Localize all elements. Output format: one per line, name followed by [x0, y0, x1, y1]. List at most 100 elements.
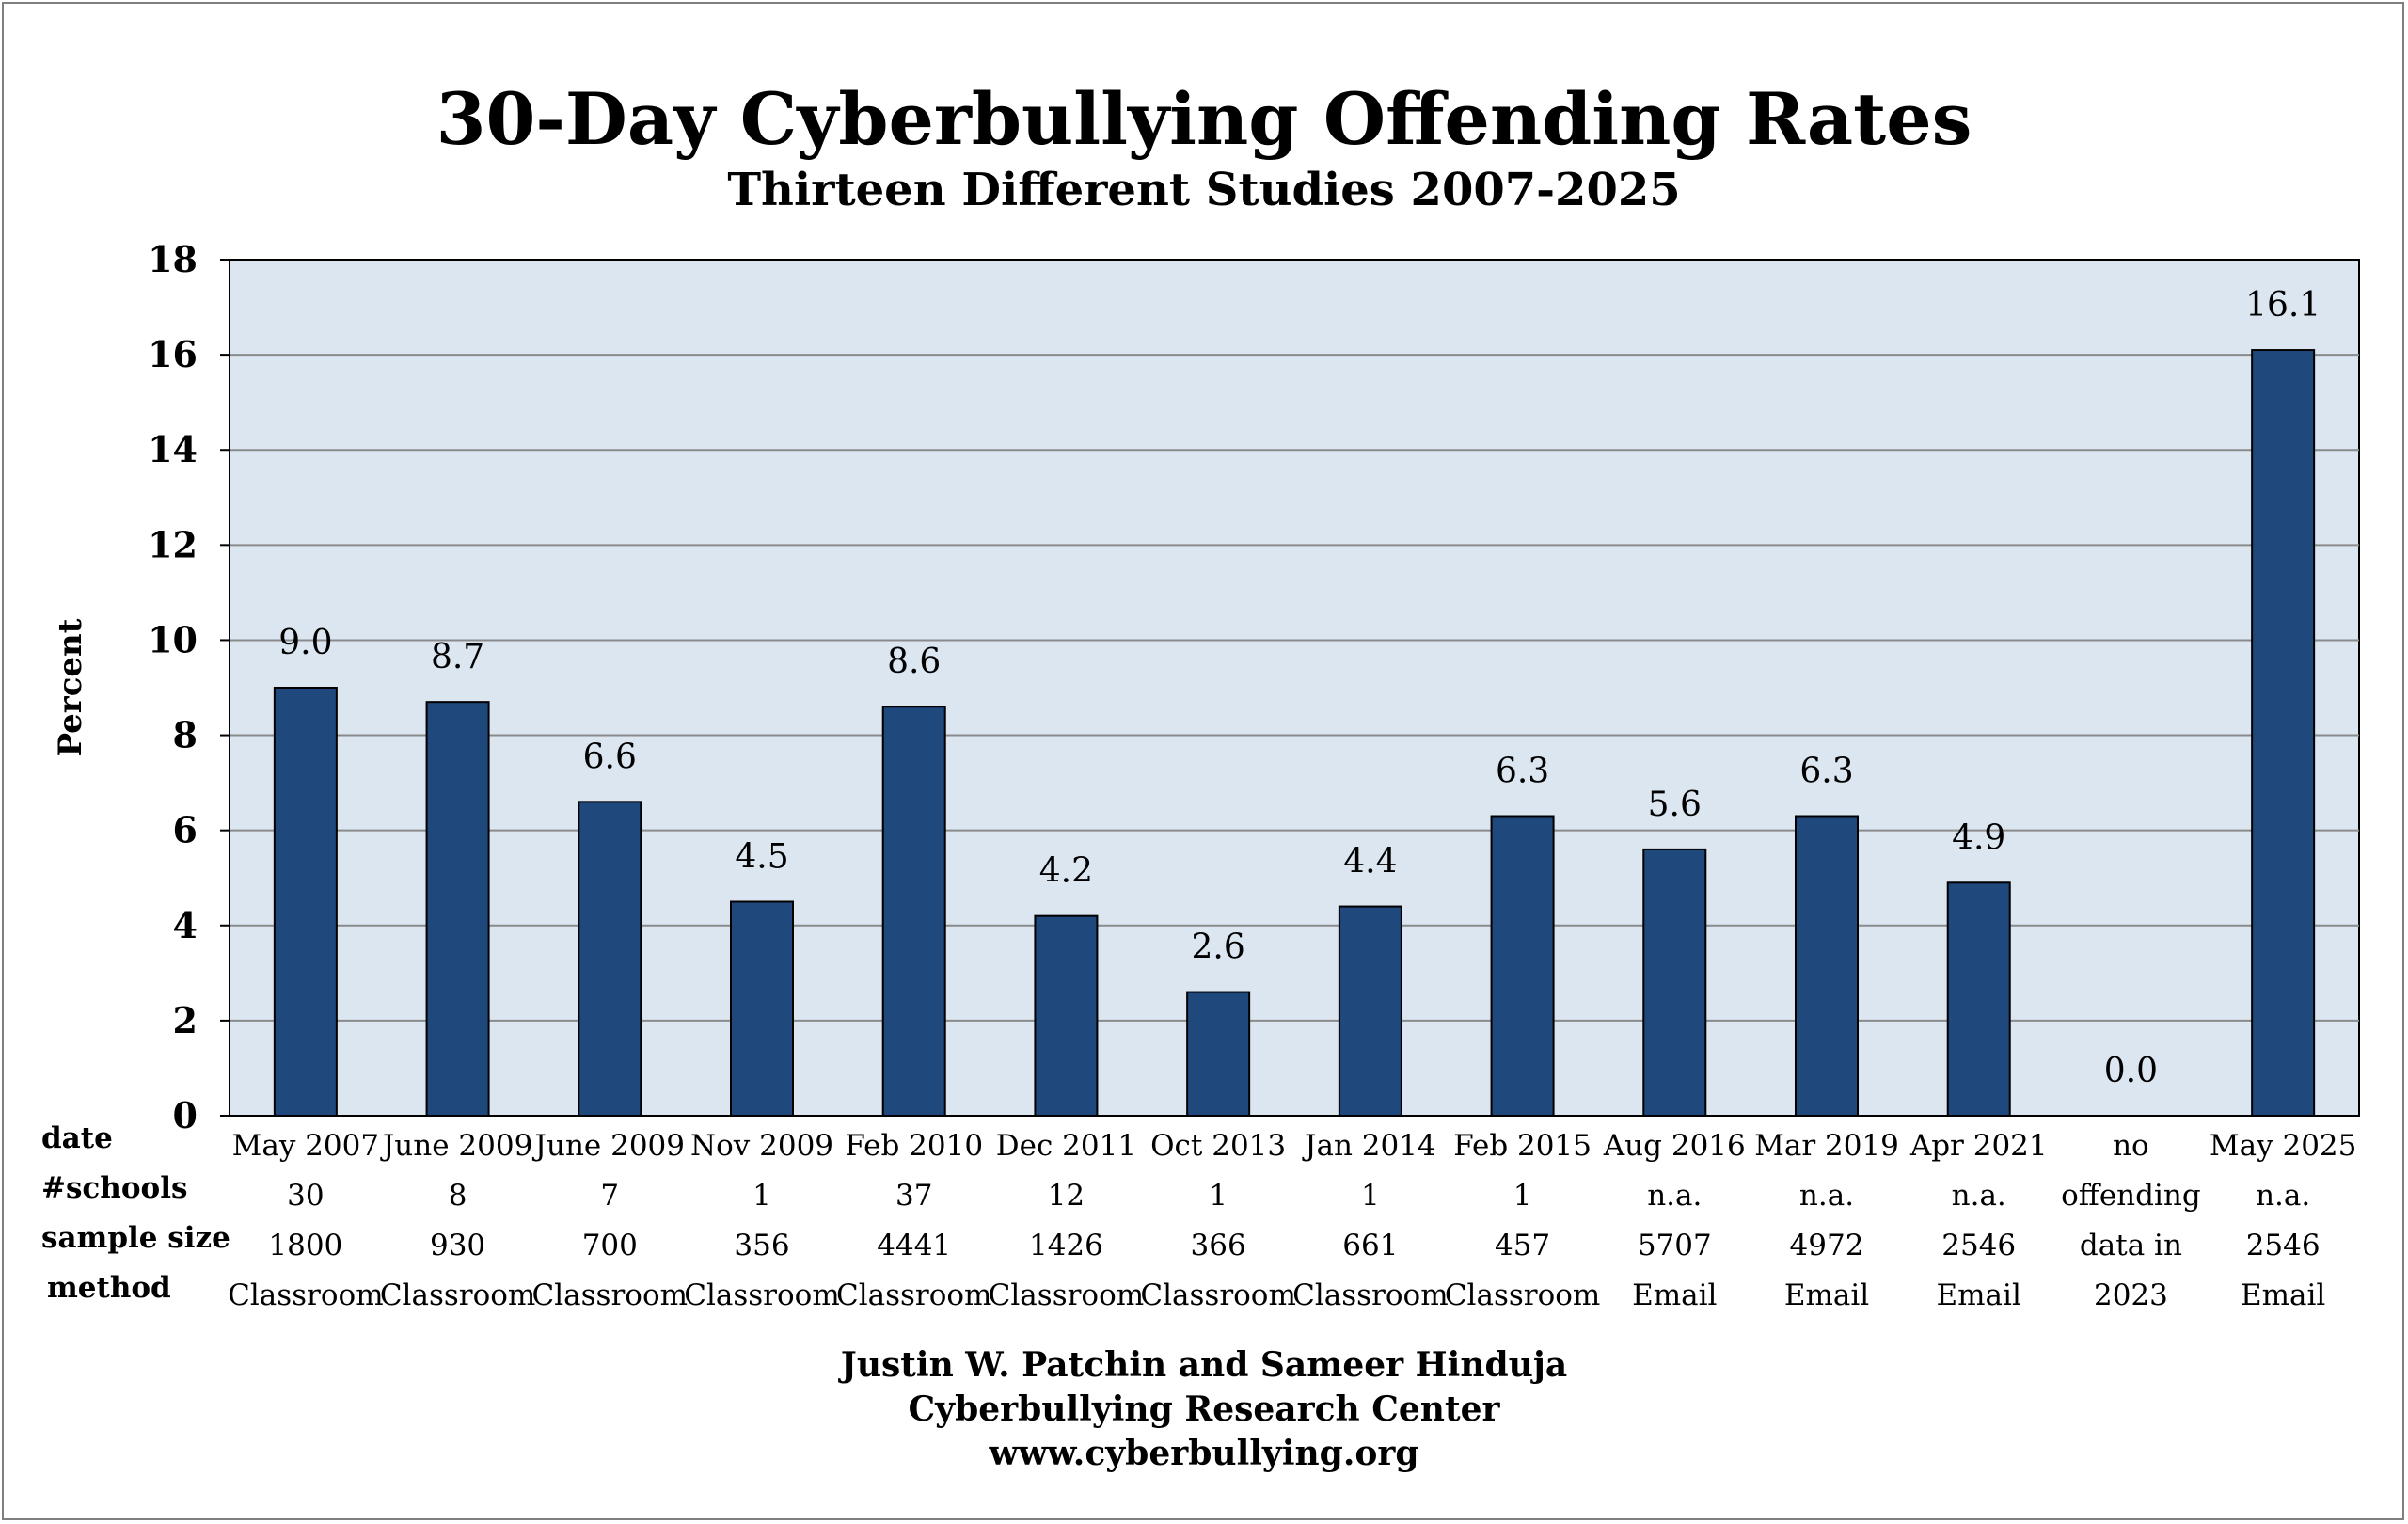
- sample-size-cell: 700: [582, 1229, 638, 1262]
- date-cell: Apr 2021: [1909, 1129, 2048, 1163]
- date-cell: June 2009: [532, 1129, 685, 1163]
- method-cell: Classroom: [1140, 1278, 1295, 1312]
- row-label-schools: #schools: [41, 1171, 187, 1205]
- bars: [273, 349, 2316, 1118]
- date-cell: May 2007: [232, 1129, 379, 1163]
- date-cell: no: [2113, 1129, 2149, 1163]
- bar: [1490, 815, 1555, 1117]
- date-cell: May 2025: [2210, 1129, 2356, 1163]
- schools-cell: 37: [895, 1179, 932, 1213]
- data-label: 4.2: [1039, 852, 1093, 891]
- sample-size-cell: 1800: [268, 1229, 342, 1262]
- sample-size-cell: 1426: [1029, 1229, 1103, 1262]
- method-cell: Classroom: [989, 1278, 1144, 1312]
- bar: [1642, 848, 1707, 1118]
- bar: [730, 900, 794, 1117]
- date-cell: Oct 2013: [1150, 1129, 1286, 1163]
- bar: [1186, 991, 1251, 1117]
- sample-size-cell: 2546: [2246, 1229, 2321, 1262]
- y-tick-label: 18: [148, 238, 198, 280]
- footer-website: www.cyberbullying.org: [989, 1434, 1419, 1473]
- schools-cell: n.a.: [2256, 1179, 2310, 1213]
- data-label: 6.6: [583, 738, 637, 776]
- bar: [1946, 881, 2011, 1117]
- y-tick-label: 6: [173, 809, 198, 851]
- method-cell: 2023: [2094, 1278, 2168, 1312]
- sample-size-cell: data in: [2080, 1229, 2182, 1262]
- sample-size-cell: 457: [1495, 1229, 1550, 1262]
- y-tick-label: 8: [173, 714, 198, 756]
- method-cell: Classroom: [836, 1278, 991, 1312]
- bar: [1034, 914, 1099, 1118]
- method-cell: Classroom: [1292, 1278, 1448, 1312]
- footer-organization: Cyberbullying Research Center: [908, 1389, 1500, 1429]
- schools-cell: 12: [1048, 1179, 1085, 1213]
- date-cell: Feb 2015: [1453, 1129, 1592, 1163]
- sample-size-cell: 2546: [1941, 1229, 2016, 1262]
- data-label: 6.3: [1799, 753, 1853, 791]
- y-tick-label: 16: [148, 333, 198, 375]
- plot-area: [229, 259, 2360, 1117]
- bar: [2251, 349, 2316, 1117]
- sample-size-cell: 356: [734, 1229, 789, 1262]
- schools-cell: n.a.: [1647, 1179, 1702, 1213]
- bar: [1795, 815, 1859, 1117]
- date-cell: Nov 2009: [690, 1129, 833, 1163]
- method-cell: Email: [1937, 1278, 2021, 1312]
- data-label: 6.3: [1496, 753, 1549, 791]
- schools-cell: 1: [1361, 1179, 1380, 1213]
- schools-cell: n.a.: [1952, 1179, 2006, 1213]
- method-cell: Email: [1784, 1278, 1869, 1312]
- y-tick-label: 12: [148, 523, 198, 565]
- date-cell: Jan 2014: [1302, 1129, 1436, 1163]
- data-labels: 9.0 8.7 6.6 4.5 8.6 4.2 2.6 4.4 6.3 5.6 6.3 4.9 0.0 1…: [278, 286, 2321, 1090]
- method-cell: Classroom: [1445, 1278, 1600, 1312]
- data-label: 0.0: [2104, 1052, 2158, 1090]
- y-axis-ticks: 0 2 4 6 8 10 12 14 16 18: [148, 238, 230, 1136]
- sample-size-cell: 366: [1191, 1229, 1246, 1262]
- date-cell: Dec 2011: [996, 1129, 1136, 1163]
- date-cell: June 2009: [380, 1129, 532, 1163]
- data-label: 9.0: [278, 624, 332, 662]
- footer-authors: Justin W. Patchin and Sameer Hinduja: [840, 1345, 1568, 1385]
- sample-size-cell: 661: [1342, 1229, 1398, 1262]
- y-tick-label: 0: [173, 1094, 198, 1136]
- sample-size-cell: 5707: [1638, 1229, 1712, 1262]
- y-axis-label: Percent: [52, 618, 89, 756]
- sample-size-cell: 4441: [877, 1229, 951, 1262]
- schools-cell: 1: [752, 1179, 771, 1213]
- bar: [425, 701, 490, 1118]
- y-tick-label: 2: [173, 999, 198, 1041]
- data-label: 4.5: [735, 838, 788, 877]
- data-label: 16.1: [2245, 286, 2321, 325]
- schools-cell: 7: [600, 1179, 619, 1213]
- method-cell: Classroom: [228, 1278, 383, 1312]
- data-label: 4.9: [1952, 818, 2005, 857]
- date-cell: Mar 2019: [1754, 1129, 1899, 1163]
- chart-title: 30-Day Cyberbullying Offending Rates: [436, 77, 1972, 161]
- date-cell: Aug 2016: [1603, 1129, 1746, 1163]
- data-label: 4.4: [1343, 843, 1397, 881]
- schools-cell: 30: [287, 1179, 324, 1213]
- data-label: 8.6: [887, 643, 941, 681]
- method-cell: Classroom: [684, 1278, 839, 1312]
- data-label: 8.7: [431, 638, 484, 676]
- schools-cell: 1: [1513, 1179, 1532, 1213]
- method-cell: Classroom: [380, 1278, 535, 1312]
- data-label: 2.6: [1192, 929, 1245, 967]
- schools-cell: 1: [1209, 1179, 1228, 1213]
- bar: [881, 706, 946, 1117]
- sample-size-cell: 930: [430, 1229, 485, 1262]
- row-label-date: date: [41, 1121, 113, 1155]
- method-cell: Classroom: [532, 1278, 688, 1312]
- schools-cell: 8: [449, 1179, 467, 1213]
- bar: [578, 801, 642, 1117]
- bar: [1338, 905, 1402, 1117]
- chart-subtitle: Thirteen Different Studies 2007-2025: [727, 164, 1681, 216]
- row-label-method: method: [47, 1271, 171, 1305]
- row-label-sample-size: sample size: [41, 1221, 230, 1255]
- bar: [273, 687, 338, 1117]
